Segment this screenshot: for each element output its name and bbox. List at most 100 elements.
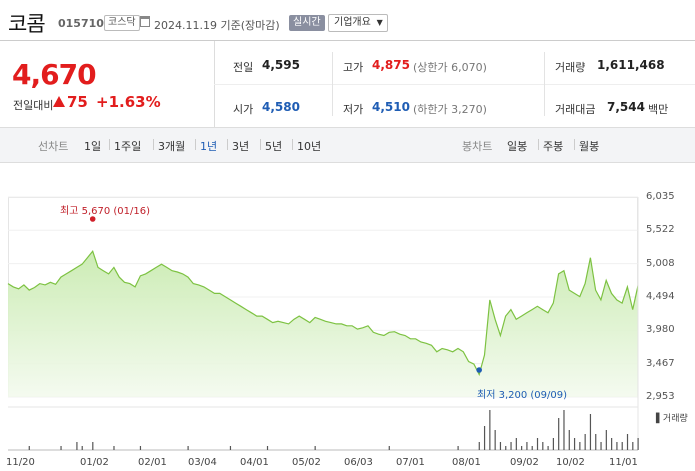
- period-tab[interactable]: 3개월: [158, 140, 186, 153]
- tab-separator: [292, 139, 293, 150]
- y-tick-label: 5,522: [646, 224, 675, 236]
- volume-bar: [632, 442, 634, 450]
- up-triangle-icon: [53, 96, 65, 107]
- y-tick-label: 3,467: [646, 357, 675, 369]
- period-tab[interactable]: 1일: [84, 140, 102, 153]
- change-value: 75: [53, 93, 88, 111]
- amount-label: 거래대금: [555, 103, 596, 116]
- period-tab[interactable]: 5년: [265, 140, 283, 153]
- volume-bar: [494, 430, 496, 450]
- high-value: 4,875: [372, 58, 410, 72]
- y-tick-label: 2,953: [646, 391, 675, 402]
- volume-bar: [457, 446, 459, 450]
- calendar-icon: [140, 16, 150, 27]
- x-tick-label: 08/01: [452, 457, 481, 468]
- volume-bar: [579, 442, 581, 450]
- company-info-dropdown[interactable]: 기업개요 ▼: [328, 14, 388, 32]
- high-marker: [89, 216, 96, 222]
- stock-name: 코콤: [8, 12, 46, 36]
- x-tick-label: 05/02: [292, 457, 321, 468]
- volume-bar: [499, 442, 502, 450]
- change-label: 전일대비: [13, 99, 54, 112]
- volume-bar: [637, 438, 639, 450]
- current-price: 4,670: [12, 58, 97, 91]
- volume-bar: [626, 434, 629, 450]
- tab-separator: [109, 139, 110, 150]
- volume-bar: [573, 438, 576, 450]
- prev-value: 4,595: [262, 58, 300, 72]
- volume-bar: [605, 430, 607, 450]
- volume-bar: [76, 442, 78, 450]
- volume-bar: [388, 446, 390, 450]
- low-annotation: 최저 3,200 (09/09): [477, 390, 568, 401]
- x-tick-label: 06/03: [344, 457, 373, 468]
- volume-bar: [536, 438, 539, 450]
- candle-tab[interactable]: 주봉: [543, 140, 564, 153]
- prev-label: 전일: [233, 61, 254, 74]
- volume-bar: [28, 446, 30, 450]
- volume-bar: [489, 410, 491, 450]
- high-label: 고가: [343, 61, 364, 74]
- stock-code: 015710: [58, 17, 104, 30]
- volume-bar: [616, 442, 618, 450]
- volume-bar: [563, 410, 565, 450]
- volume-bar: [552, 438, 554, 450]
- period-tab[interactable]: 1년: [200, 140, 218, 153]
- tab-separator: [260, 139, 261, 150]
- period-tab[interactable]: 1주일: [114, 140, 142, 153]
- base-date: 2024.11.19 기준(장마감): [154, 19, 280, 32]
- candle-chart-label: 봉차트: [462, 140, 493, 153]
- volume-bar: [568, 430, 570, 450]
- volume-bar: [229, 446, 232, 450]
- amount-unit: 백만: [648, 103, 669, 116]
- open-label: 시가: [233, 103, 254, 116]
- chart-tab-bar: [0, 127, 695, 163]
- volume-bar: [611, 438, 613, 450]
- x-tick-label: 11/20: [6, 457, 35, 468]
- y-tick-label: 3,980: [646, 324, 675, 336]
- tab-separator: [153, 139, 154, 150]
- low-label: 저가: [343, 103, 364, 116]
- volume-bar: [521, 446, 523, 450]
- tab-separator: [227, 139, 228, 150]
- volume-bar: [621, 442, 623, 450]
- period-tab[interactable]: 10년: [297, 140, 322, 153]
- x-tick-label: 07/01: [396, 457, 425, 468]
- tab-separator: [538, 139, 539, 150]
- volume-bar: [139, 446, 142, 450]
- low-value: 4,510: [372, 100, 410, 114]
- x-tick-label: 09/02: [510, 457, 539, 468]
- volume-bar: [542, 442, 544, 450]
- high-annotation: 최고 5,670 (01/16): [60, 206, 151, 217]
- amount-value: 7,544: [607, 100, 645, 114]
- realtime-button[interactable]: 실시간: [289, 15, 325, 31]
- y-tick-label: 5,008: [646, 257, 675, 269]
- divider: [544, 52, 545, 116]
- volume-bar: [584, 434, 586, 450]
- period-tab[interactable]: 3년: [232, 140, 250, 153]
- volume-bar: [589, 414, 592, 450]
- x-tick-label: 01/02: [80, 457, 109, 468]
- open-value: 4,580: [262, 100, 300, 114]
- volume-bar: [483, 426, 486, 450]
- low-marker: [476, 367, 482, 373]
- divider: [214, 84, 695, 85]
- line-chart-label: 선차트: [38, 140, 69, 153]
- tab-separator: [574, 139, 575, 150]
- chevron-down-icon: ▼: [376, 18, 383, 27]
- volume-bar: [478, 442, 480, 450]
- price-area: [8, 251, 638, 397]
- candle-tab[interactable]: 일봉: [507, 140, 528, 153]
- volume-bar: [266, 446, 269, 450]
- candle-tab[interactable]: 월봉: [579, 140, 600, 153]
- volume-value: 1,611,468: [597, 58, 665, 72]
- volume-bar: [600, 442, 602, 450]
- upper-limit: (상한가 6,070): [413, 61, 487, 74]
- volume-bar: [60, 446, 62, 450]
- volume-bars: [28, 410, 639, 450]
- x-tick-label: 03/04: [188, 457, 217, 468]
- volume-bar: [547, 446, 549, 450]
- volume-bar: [92, 442, 94, 450]
- volume-bar: [510, 442, 512, 450]
